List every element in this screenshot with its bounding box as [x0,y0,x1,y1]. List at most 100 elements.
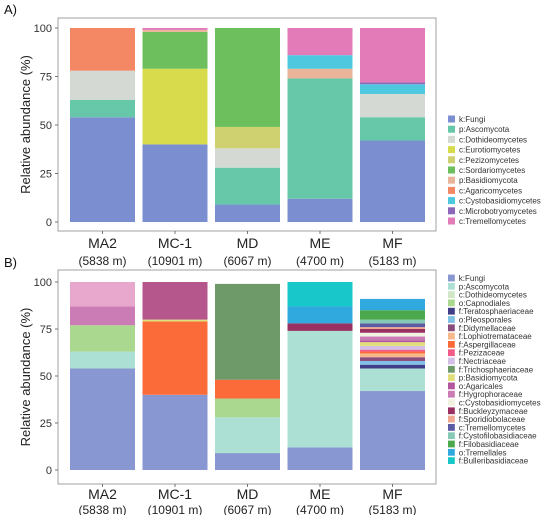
panel-b-legend-swatch [448,357,455,365]
panel-a-legend-label: p:Basidiomycota [459,176,518,185]
panel-b-bar-segment-ma2-1 [70,351,135,369]
panel-b-legend-label: o:Pleosporales [459,316,512,325]
panel-b-legend-swatch [448,282,455,290]
panel-b-legend-swatch [448,349,455,357]
panel-b-bar-segment-md-3 [215,398,280,418]
panel-b-legend-label: f:Sporidiobolaceae [459,415,526,424]
panel-a-x-tick-label: MA2 [88,235,117,251]
panel-b-bar-segment-mf-4 [360,364,425,369]
panel-b-x-tick-sublabel: (5838 m) [78,503,126,515]
panel-b-x-tick-label: MC-1 [158,486,192,502]
panel-b-legend-swatch [448,324,455,332]
panel-b-bar-segment-mf-13 [360,340,425,343]
panel-a-bar-segment-mf-10 [360,28,425,83]
panel-b-bar-segment-mc-1-12 [142,319,208,322]
panel-a-legend-swatch [448,186,455,194]
panel-a-legend-swatch [448,176,455,184]
panel-b-bar-segment-md-1 [215,417,280,454]
panel-a-bar-segment-ma2-1 [70,99,135,118]
panel-a-y-tick-label: 75 [40,72,52,84]
panel-a-legend-swatch [448,217,455,225]
panel-b-legend-label: f:Buckleyzymaceae [459,407,528,416]
panel-a-bar-segment-mc-1-6 [142,29,208,32]
panel-a-legend-label: c:Tremellomycetes [459,217,526,226]
panel-b-legend-swatch [448,299,455,307]
panel-b-legend-swatch [448,415,455,423]
panel-a-bar-segment-me-6 [287,68,353,79]
panel-a-bar-segment-me-10 [287,28,353,56]
panel-b-x-tick-label: MF [382,486,402,502]
panel-b-legend-swatch [448,374,455,381]
panel-a-x-tick-label: MC-1 [158,235,192,251]
panel-a-bar-segment-mf-9 [360,82,425,85]
panel-a-label: A) [4,2,17,17]
panel-b-x-tick-sublabel: (5183 m) [368,503,416,515]
panel-b-legend-swatch [448,316,455,323]
panel-a-bar-segment-ma2-2 [70,70,135,100]
panel-b-legend-label: o:Agaricales [459,382,503,391]
panel-b-legend-label: f:Lophiotremataceae [459,332,532,341]
panel-b-legend-label: c:Dothideomycetes [459,291,527,300]
panel-a-x-tick-label: ME [310,235,331,251]
panel-b-bar-segment-me-1 [287,330,353,448]
panel-a-bar-segment-me-8 [287,55,353,69]
panel-b-bar-segment-mf-10 [360,345,425,350]
panel-a-legend-swatch [448,115,455,123]
panel-b-bar-segment-mc-1-0 [142,394,208,470]
panel-b-legend-label: f:Nectriaceae [459,357,507,366]
panel-b-y-axis-title: Relative abundance (%) [18,308,33,447]
panel-b-legend-label: f:Hygrophoraceae [459,390,523,399]
panel-b-legend-swatch [448,365,455,373]
panel-b-x-tick-label: MA2 [88,486,117,502]
panel-a-bar-segment-md-4 [215,126,280,149]
panel-b-legend-label: f:Pezizaceae [459,349,505,358]
panel-b-bar-segment-mf-19 [360,319,425,324]
panel-b-bar-segment-mf-17 [360,327,425,329]
panel-a-legend-label: k:Fungi [459,115,485,124]
panel-a-y-tick-label: 50 [40,120,52,132]
panel-a-legend-label: c:Sordariomycetes [459,166,525,175]
panel-b-bar-segment-mf-20 [360,310,425,320]
panel-a-bar-segment-md-2 [215,148,280,168]
panel-b-legend-swatch [448,448,455,456]
panel-b-bar-segment-mf-5 [360,360,425,365]
panel-a-bar-segment-ma2-7 [70,28,135,71]
panel-b-x-tick-sublabel: (4700 m) [296,503,344,515]
panel-b-x-tick-label: ME [310,486,331,502]
panel-b-y-tick-label: 100 [34,277,52,289]
panel-b-legend-swatch [448,307,455,315]
panel-b-legend-label: c:Cystobasidiomycetes [459,399,541,408]
panel-b-bar-segment-mf-8 [360,351,425,354]
panel-b-bar-segment-ma2-14 [70,306,135,326]
panel-a-legend-label: c:Eurotiomycetes [459,146,520,155]
panel-a-legend-swatch [448,207,455,215]
panel-b-bar-segment-ma2-3 [70,325,135,352]
panel-a-x-tick-label: MF [382,235,402,251]
panel-b-bar-segment-mf-9 [360,349,425,352]
panel-b-bar-segment-me-0 [287,447,353,470]
panel-b-legend-swatch [448,291,455,298]
panel-a-legend-label: c:Agaricomycetes [459,186,522,195]
panel-a-legend-swatch [448,156,455,164]
panel-b-legend-label: o:Capnodiales [459,299,510,308]
panel-b-legend-swatch [448,399,455,406]
panel-b-legend-label: p:Ascomycota [459,282,510,291]
panel-b-bar-segment-md-11 [215,283,280,380]
panel-a-legend-swatch [448,146,455,154]
panel-b-legend-swatch [448,457,455,464]
panel-b-x-tick-label: MD [237,486,259,502]
panel-b-legend-swatch [448,341,455,348]
panel-a-legend-swatch [448,135,455,143]
panel-a-bar-segment-mc-1-3 [142,68,208,145]
panel-b-x-tick-sublabel: (10901 m) [148,503,203,515]
panel-b-legend-label: o:Tremellales [459,448,507,457]
panel-b-legend-label: c:Tremellomycetes [459,423,526,432]
panel-a-legend-swatch [448,166,455,174]
panel-b-bar-segment-ma2-0 [70,368,135,470]
panel-a-y-axis-title: Relative abundance (%) [18,55,33,194]
panel-a-bar-segment-md-5 [215,28,280,127]
panel-a-legend-label: p:Ascomycota [459,125,510,134]
panel-a-bar-segment-mf-8 [360,84,425,94]
panel-b-bar-segment-mf-6 [360,357,425,361]
